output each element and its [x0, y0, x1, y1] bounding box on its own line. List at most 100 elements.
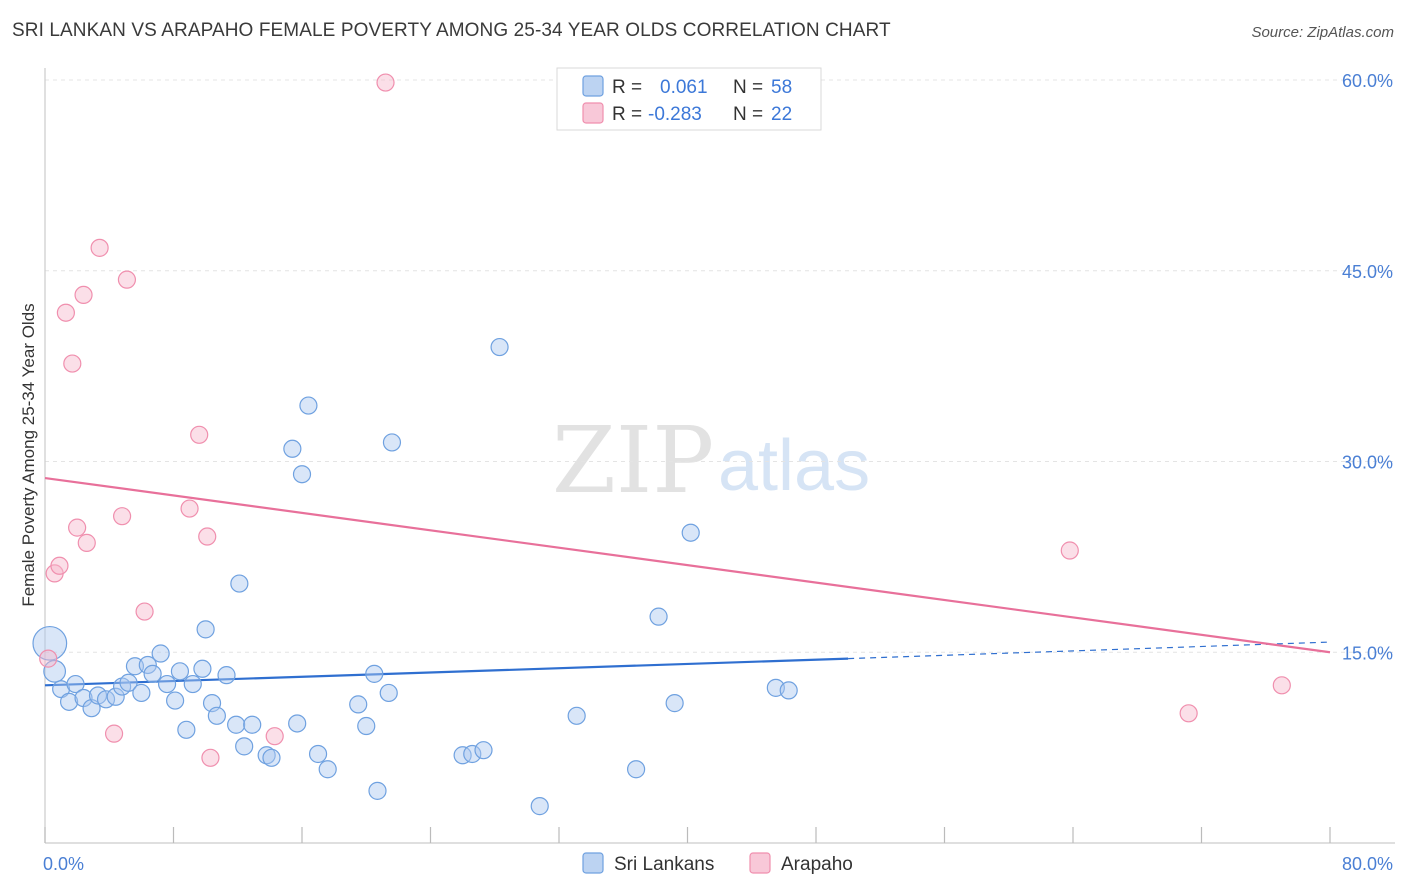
sri-lankan-point	[283, 439, 302, 458]
sri-lankan-point	[463, 744, 482, 764]
sri-lankan-point	[106, 687, 125, 706]
arapaho-point	[1179, 704, 1198, 723]
legend-r-value-1: 0.061	[660, 77, 708, 98]
arapaho-point	[56, 303, 75, 322]
arapaho-point	[198, 527, 217, 546]
sri-lankan-point	[649, 607, 668, 626]
legend-top: R = 0.061 N = 58 R = -0.283 N = 22	[556, 67, 822, 131]
data-points	[32, 73, 1291, 816]
sri-lankan-trend-line-extension	[848, 641, 1331, 660]
arapaho-point	[265, 727, 284, 746]
legend-n-value-2: 22	[771, 104, 792, 125]
legend-swatch-arapaho	[582, 102, 604, 124]
legend-n-label-2: N =	[733, 104, 763, 125]
arapaho-point	[190, 425, 209, 444]
sri-lankan-point	[779, 681, 798, 700]
sri-lankan-point	[665, 694, 684, 713]
arapaho-point	[74, 285, 93, 305]
y-tick-label: 15.0%	[1342, 643, 1393, 663]
axes	[44, 68, 1395, 844]
legend-n-label-1: N =	[733, 77, 763, 98]
sri-lankan-point	[365, 664, 384, 683]
legend-bottom-label-arapaho: Arapaho	[781, 854, 853, 875]
sri-lankan-point	[453, 746, 472, 765]
sri-lankan-point	[196, 620, 215, 639]
arapaho-point	[201, 748, 220, 767]
legend-swatch-sri-lankans	[582, 75, 604, 97]
sri-lankan-point	[299, 396, 318, 415]
y-tick-label: 60.0%	[1342, 71, 1393, 91]
sri-lankan-point	[32, 625, 68, 661]
sri-lankan-point	[230, 574, 249, 593]
watermark-atlas: atlas	[718, 426, 870, 506]
arapaho-point	[376, 73, 395, 92]
legend-bottom: Sri Lankans Arapaho	[582, 852, 853, 875]
sri-lankan-point	[59, 692, 79, 711]
arapaho-point	[63, 354, 82, 373]
sri-lankan-point	[368, 781, 387, 800]
sri-lankan-point	[125, 657, 145, 676]
sri-lankan-point	[262, 748, 281, 767]
sri-lankan-point	[151, 644, 170, 663]
legend-bottom-swatch-arapaho	[749, 852, 771, 874]
sri-lankan-point	[207, 706, 226, 725]
legend-bottom-swatch-sri-lankans	[582, 852, 604, 874]
arapaho-point	[39, 649, 58, 668]
sri-lankan-point	[292, 465, 312, 484]
x-tick-label: 80.0%	[1342, 854, 1393, 874]
sri-lankan-point	[43, 659, 67, 683]
trend-lines	[44, 476, 1331, 687]
sri-lankan-point	[243, 715, 262, 734]
legend-r-label-2: R =	[612, 104, 642, 125]
y-tick-label: 30.0%	[1342, 453, 1393, 473]
sri-lankan-point	[138, 655, 157, 675]
sri-lankan-point	[379, 683, 398, 703]
sri-lankan-point	[132, 683, 151, 703]
sri-lankan-point	[227, 715, 246, 734]
sri-lankan-trend-line	[44, 657, 849, 687]
chart-title: SRI LANKAN VS ARAPAHO FEMALE POVERTY AMO…	[12, 20, 891, 41]
arapaho-point	[135, 602, 154, 621]
arapaho-point	[112, 507, 132, 526]
y-axis-label: Female Poverty Among 25-34 Year Olds	[19, 303, 38, 606]
legend-r-value-2: -0.283	[648, 104, 702, 125]
sri-lankan-point	[170, 662, 190, 681]
sri-lankan-point	[357, 716, 376, 736]
sri-lankan-point	[193, 659, 212, 678]
sri-lankan-point	[119, 673, 138, 692]
sri-lankan-point	[382, 433, 402, 452]
sri-lankan-point	[490, 337, 509, 357]
arapaho-point	[77, 533, 96, 552]
arapaho-point	[180, 499, 199, 518]
sri-lankan-point	[288, 714, 307, 733]
arapaho-point	[1272, 676, 1291, 695]
arapaho-trend-line	[44, 476, 1331, 654]
sri-lankan-point	[474, 741, 493, 760]
sri-lankan-point	[166, 691, 185, 710]
x-tick-label: 0.0%	[43, 854, 84, 874]
sri-lankan-point	[681, 523, 700, 542]
sri-lankan-point	[66, 674, 85, 694]
watermark-zip: ZIP	[552, 407, 714, 514]
sri-lankan-point	[217, 666, 236, 685]
legend-n-value-1: 58	[771, 77, 792, 98]
sri-lankan-point	[235, 737, 254, 756]
arapaho-point	[50, 556, 69, 575]
sri-lankan-point	[308, 744, 328, 764]
sri-lankan-point	[318, 760, 337, 779]
sri-lankan-point	[567, 706, 586, 725]
arapaho-point	[104, 724, 124, 743]
tick-labels: 15.0% 30.0% 45.0% 60.0% 0.0% 80.0%	[43, 71, 1393, 874]
sri-lankan-point	[183, 674, 202, 694]
sri-lankan-point	[626, 760, 646, 779]
sri-lankan-point	[177, 720, 196, 739]
sri-lankan-point	[349, 695, 368, 714]
sri-lankan-point	[530, 797, 549, 816]
arapaho-point	[117, 270, 137, 289]
sri-lankan-point	[257, 746, 276, 765]
source-label: Source: ZipAtlas.com	[1251, 24, 1394, 41]
arapaho-point	[68, 518, 87, 537]
legend-bottom-label-sri-lankans: Sri Lankans	[614, 854, 714, 875]
y-tick-label: 45.0%	[1342, 262, 1393, 282]
